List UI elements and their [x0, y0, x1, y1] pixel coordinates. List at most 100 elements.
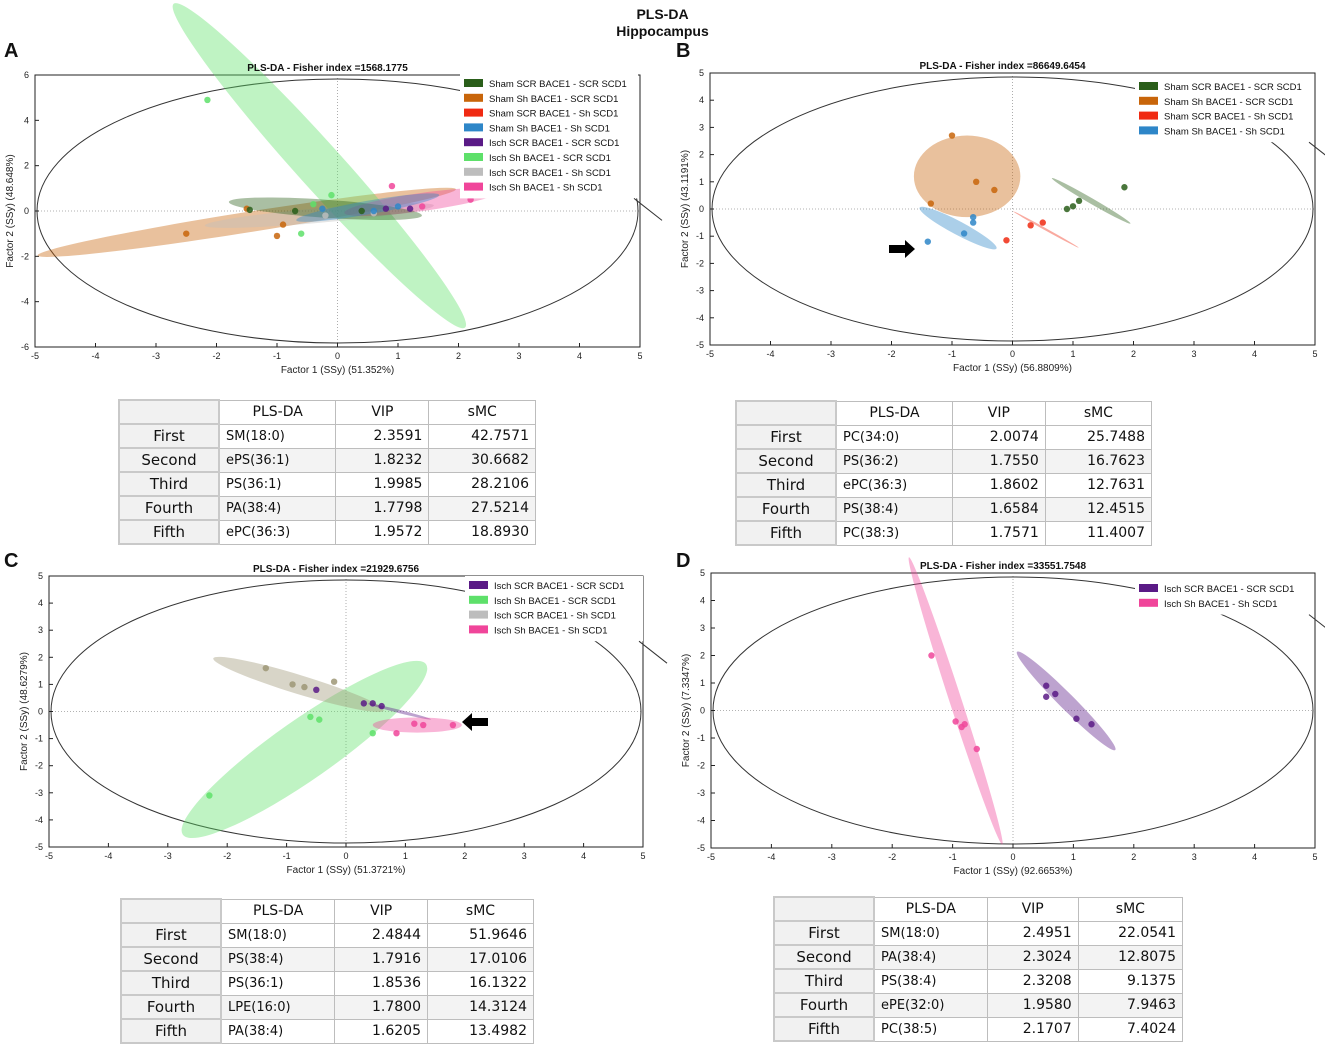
- data-point: [370, 210, 377, 217]
- data-point: [991, 186, 998, 194]
- group-ellipse: [172, 3, 467, 329]
- vip-table-c: PLS-DA VIP sMC First SM(18:0) 2.4844 51.9646 …: [120, 898, 535, 1044]
- table-header: sMC: [1077, 896, 1184, 922]
- group-ellipse: [1012, 211, 1079, 248]
- y-tick-label: 4: [699, 95, 704, 105]
- table-smc: 28.2106: [428, 471, 536, 497]
- legend-leader-line: [1308, 614, 1325, 628]
- table-vip: 1.6205: [334, 1018, 428, 1044]
- x-tick-label: -3: [164, 851, 172, 861]
- table-smc: 11.4007: [1044, 520, 1153, 546]
- panel-label-b: B: [676, 40, 691, 62]
- data-point: [358, 207, 365, 215]
- table-vip: 1.9985: [335, 471, 430, 497]
- table-vip: 1.8536: [334, 970, 428, 996]
- table-smc: 12.8075: [1077, 944, 1184, 970]
- x-axis-label: Factor 1 (SSy) (51.352%): [281, 365, 394, 376]
- y-tick-label: 5: [699, 68, 704, 78]
- legend-swatch: [1139, 126, 1158, 135]
- group-ellipse: [296, 193, 440, 222]
- y-tick-label: -3: [35, 788, 43, 798]
- table-vip: 1.9580: [986, 992, 1079, 1018]
- y-axis-label: Factor 2 (SSy) (48.6279%): [19, 652, 30, 771]
- table-rank: Third: [120, 970, 222, 996]
- data-point: [1121, 184, 1128, 191]
- legend-box: [460, 74, 638, 199]
- table-lipid: PS(36:2): [835, 448, 953, 474]
- table-lipid: SM(18:0): [873, 920, 988, 946]
- data-point: [382, 205, 390, 212]
- table-lipid: PS(36:1): [218, 471, 337, 497]
- table-header: VIP: [951, 400, 1046, 426]
- table-vip: 1.8232: [335, 447, 430, 473]
- confidence-ellipse: [712, 576, 1314, 845]
- table-vip: 1.6584: [951, 496, 1046, 522]
- data-point: [1069, 203, 1077, 210]
- legend-label: Isch SCR BACE1 - Sh SCD1: [489, 168, 611, 179]
- x-tick-label: -5: [31, 351, 39, 361]
- x-tick-label: 4: [581, 851, 586, 861]
- data-point: [969, 213, 977, 221]
- legend-label: Sham Sh BACE1 - SCR SCD1: [489, 94, 618, 105]
- x-tick-label: 3: [522, 851, 527, 861]
- x-tick-label: 0: [335, 351, 340, 361]
- x-tick-label: 1: [403, 851, 408, 861]
- group-ellipse: [344, 187, 501, 217]
- y-tick-label: -2: [697, 761, 705, 771]
- table-smc: 17.0106: [426, 946, 535, 972]
- confidence-ellipse: [36, 78, 639, 344]
- table-vip: 2.4951: [986, 920, 1079, 946]
- data-point: [973, 745, 980, 753]
- y-tick-label: -1: [35, 734, 43, 744]
- data-point: [948, 132, 956, 139]
- table-lipid: PA(38:4): [220, 1018, 336, 1044]
- data-point: [420, 721, 427, 729]
- y-axis-label: Factor 2 (SSy) (7.3347%): [681, 654, 692, 767]
- legend-label: Isch Sh BACE1 - Sh SCD1: [494, 625, 608, 636]
- group-ellipse: [1016, 651, 1116, 751]
- y-tick-label: 2: [38, 652, 43, 662]
- data-point: [1043, 682, 1050, 689]
- x-tick-label: 4: [1252, 852, 1257, 862]
- table-vip: 1.7800: [334, 994, 428, 1020]
- legend-label: Sham Sh BACE1 - Sh SCD1: [1164, 126, 1285, 137]
- data-point: [204, 96, 211, 104]
- table-rank: Fifth: [735, 520, 837, 546]
- x-tick-label: -3: [828, 852, 836, 862]
- y-tick-label: -2: [35, 761, 43, 771]
- table-rank: Third: [735, 472, 837, 498]
- table-lipid: SM(18:0): [218, 423, 337, 449]
- legend-box: [1135, 579, 1313, 615]
- legend-label: Sham SCR BACE1 - Sh SCD1: [489, 109, 618, 120]
- table-rank: Third: [773, 968, 875, 994]
- x-tick-label: 2: [1131, 852, 1136, 862]
- legend-swatch: [1139, 82, 1158, 90]
- y-tick-label: 0: [24, 206, 29, 216]
- table-lipid: PA(38:4): [873, 944, 988, 970]
- x-tick-label: -2: [223, 851, 231, 861]
- x-tick-label: -5: [707, 852, 715, 862]
- group-ellipse: [37, 187, 456, 257]
- y-tick-label: 3: [699, 122, 704, 132]
- data-point: [262, 664, 270, 672]
- data-point: [298, 230, 305, 237]
- group-ellipse: [919, 206, 997, 250]
- legend-leader-line: [633, 198, 663, 221]
- data-point: [952, 718, 959, 725]
- table-header: VIP: [335, 399, 430, 425]
- x-tick-label: 4: [1252, 349, 1257, 359]
- data-point: [928, 652, 935, 659]
- table-lipid: PC(38:3): [835, 520, 953, 546]
- x-tick-label: 2: [1131, 349, 1136, 359]
- y-tick-label: 2: [24, 161, 29, 171]
- x-tick-label: 3: [516, 351, 521, 361]
- plot-frame: [709, 72, 1316, 346]
- x-tick-label: 1: [1071, 852, 1076, 862]
- table-rank: Fourth: [773, 992, 875, 1018]
- legend-swatch: [464, 153, 483, 161]
- x-tick-label: 2: [462, 851, 467, 861]
- data-point: [1063, 205, 1071, 213]
- x-tick-label: 5: [640, 851, 645, 861]
- y-tick-label: 0: [38, 707, 43, 717]
- data-point: [1027, 222, 1034, 229]
